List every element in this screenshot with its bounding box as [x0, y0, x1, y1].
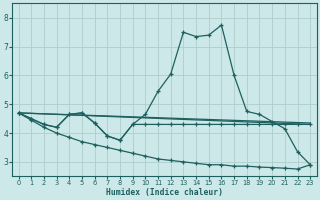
X-axis label: Humidex (Indice chaleur): Humidex (Indice chaleur) [106, 188, 223, 197]
